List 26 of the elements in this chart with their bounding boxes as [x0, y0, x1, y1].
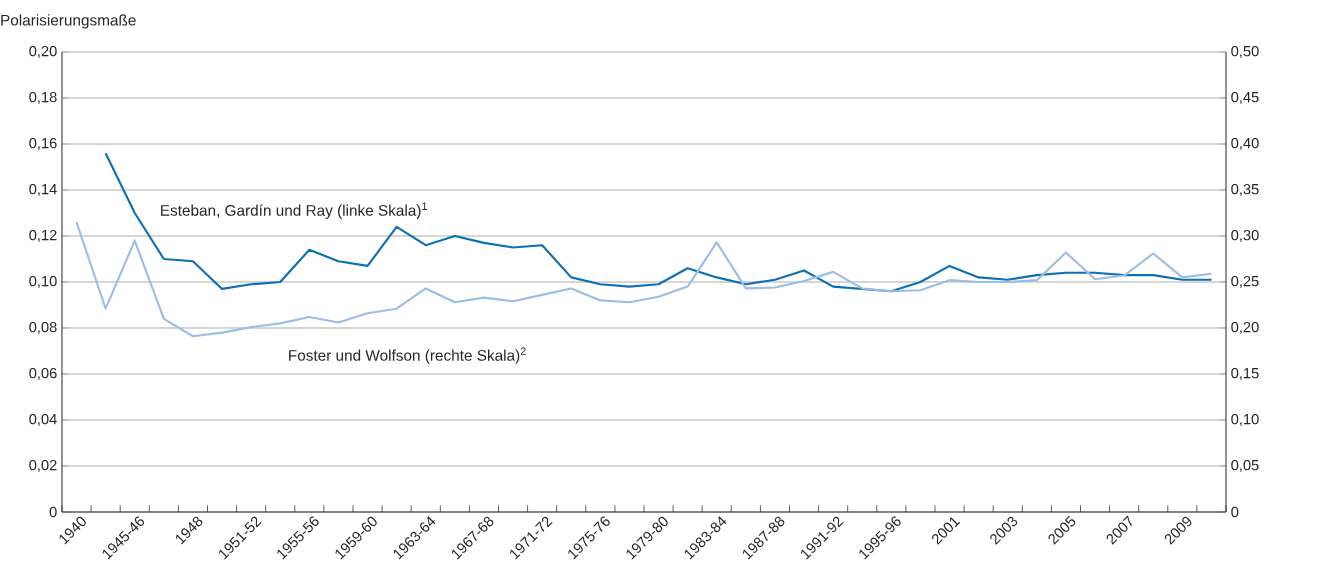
y2-tick-label: 0,10 — [1231, 413, 1259, 427]
y-tick-label: 0,10 — [29, 275, 57, 289]
y-tick-label: 0,16 — [29, 137, 57, 151]
y2-tick-label: 0,20 — [1231, 321, 1259, 335]
y-axis-title: Polarisierungsmaße — [1, 14, 136, 29]
y2-tick-label: 0,40 — [1231, 137, 1259, 151]
y2-tick-label: 0,30 — [1231, 229, 1259, 243]
y-tick-label: 0,14 — [29, 183, 57, 197]
y-tick-label: 0 — [49, 506, 57, 518]
y-tick-label: 0,20 — [29, 45, 57, 59]
series-label: Foster und Wolfson (rechte Skala)$^{2}$ — [289, 347, 526, 364]
y-tick-label: 0,18 — [29, 91, 57, 105]
y-tick-label: 0,06 — [29, 367, 57, 381]
y2-tick-label: 0 — [1231, 506, 1239, 518]
y2-tick-label: 0,45 — [1231, 91, 1259, 105]
y-tick-label: 0,04 — [29, 413, 57, 427]
line-series — [75, 221, 1213, 338]
series-label: Esteban, Gardín und Ray (linke Skala)$^{1}$ — [161, 202, 427, 219]
y2-tick-label: 0,15 — [1231, 367, 1259, 381]
y2-tick-label: 0,35 — [1231, 183, 1259, 197]
y2-tick-label: 0,05 — [1231, 459, 1259, 473]
y2-tick-label: 0,25 — [1231, 275, 1259, 289]
y-tick-label: 0,08 — [29, 321, 57, 335]
y-tick-label: 0,02 — [29, 459, 57, 473]
y-tick-label: 0,12 — [29, 229, 57, 243]
y2-tick-label: 0,50 — [1231, 45, 1259, 59]
